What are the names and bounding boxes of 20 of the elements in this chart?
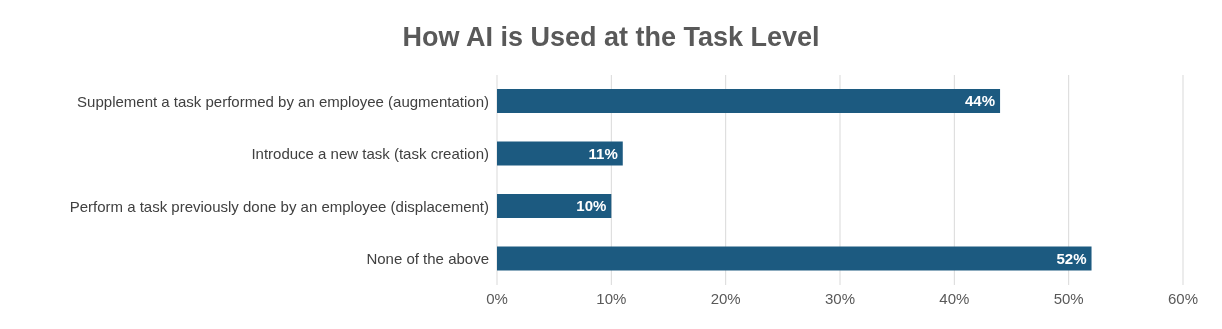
x-tick-label: 40% — [939, 289, 970, 307]
chart-title: How AI is Used at the Task Level — [401, 21, 821, 54]
x-tick-label: 50% — [1053, 289, 1084, 307]
x-tick-label: 60% — [1167, 289, 1199, 307]
x-tick-label: 0% — [486, 289, 508, 307]
data-label: 44% — [965, 92, 996, 110]
x-tick-label: 30% — [824, 289, 856, 307]
data-label: 11% — [588, 144, 618, 162]
y-tick-label: Introduce a new task (task creation) — [251, 145, 489, 163]
data-label: 10% — [576, 197, 607, 215]
y-tick-label: Supplement a task performed by an employee (augmentation) — [77, 92, 489, 110]
x-tick-label: 20% — [710, 289, 741, 307]
bar — [497, 89, 1001, 113]
bar — [497, 141, 623, 166]
y-tick-label: None of the above — [366, 250, 489, 268]
y-tick-label: Perform a task previously done by an employee (displacement) — [69, 197, 489, 215]
x-tick-label: 10% — [596, 289, 627, 307]
bar — [497, 246, 1092, 271]
data-label: 52% — [1056, 249, 1087, 267]
bar — [497, 194, 612, 218]
